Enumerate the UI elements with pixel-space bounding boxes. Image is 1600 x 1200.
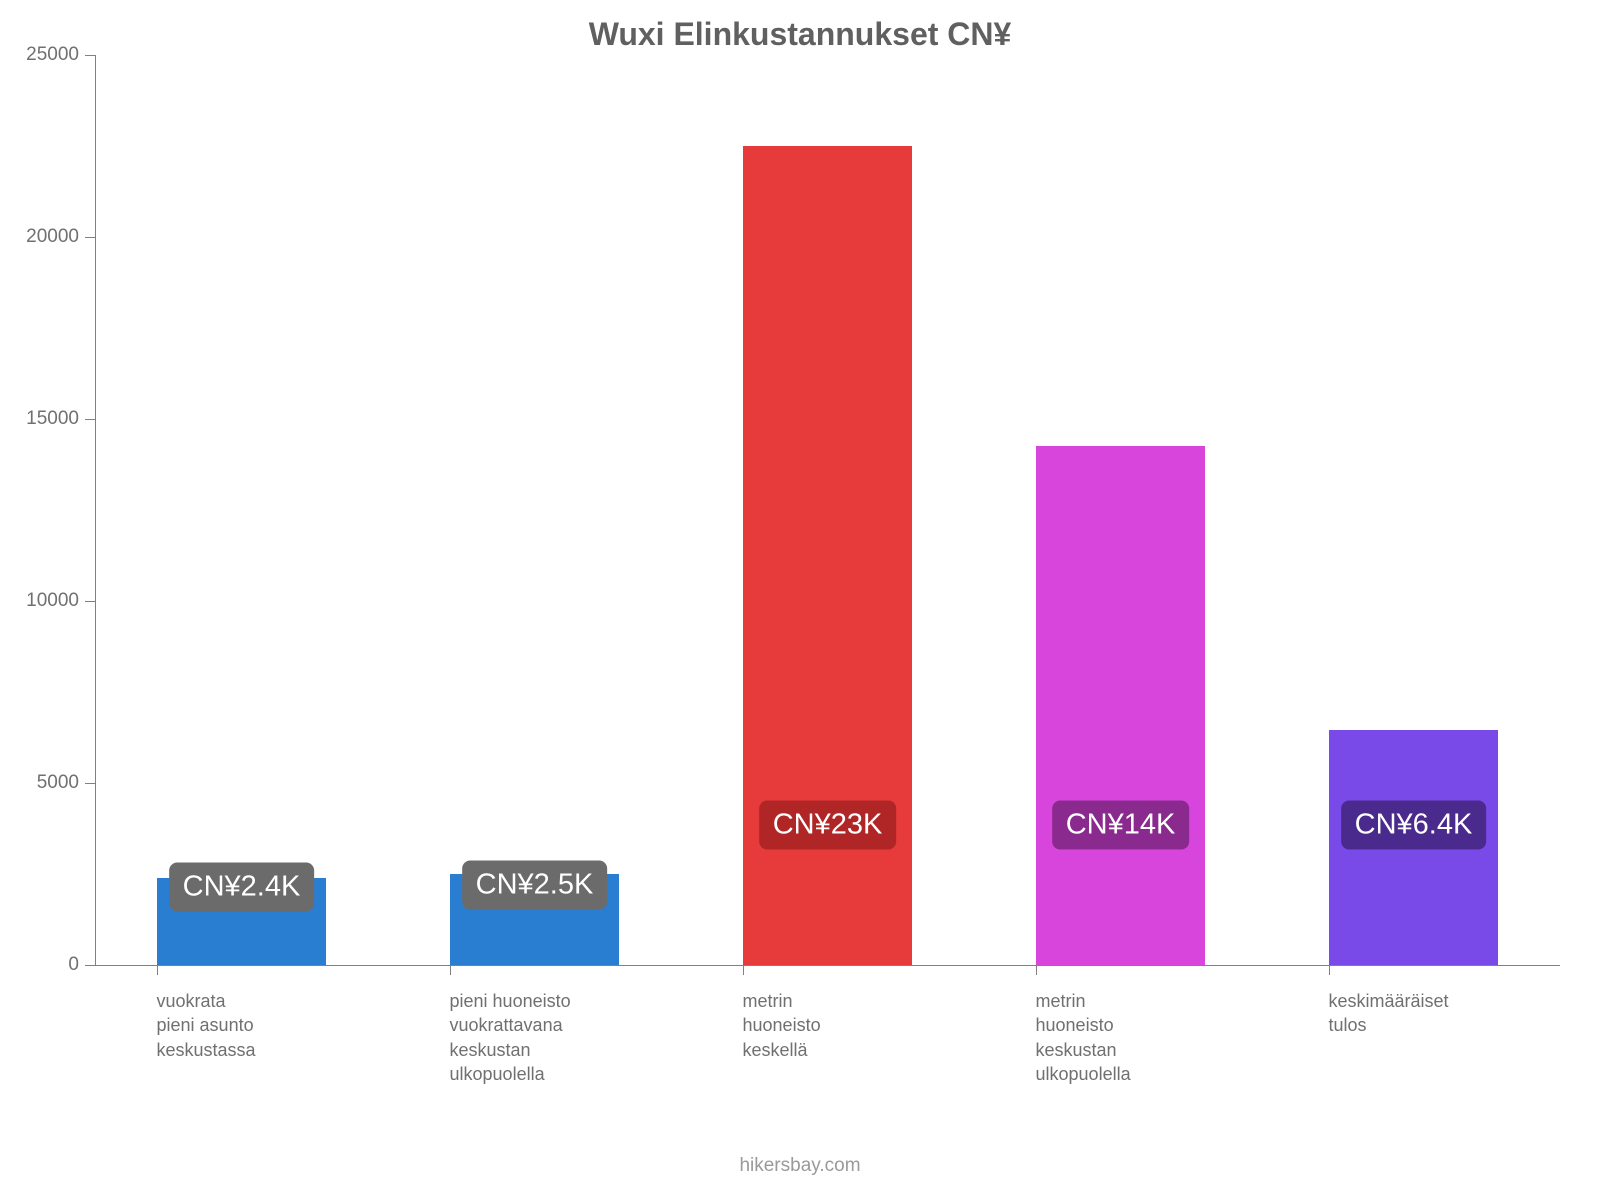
x-axis-label: pieni huoneistovuokrattavanakeskustanulk… [450,989,571,1086]
y-tick-label: 5000 [37,772,79,794]
x-axis-label-line: pieni asunto [157,1013,256,1037]
y-tick-mark [85,965,95,966]
y-tick-label: 10000 [26,590,79,612]
x-axis-label-line: vuokrattavana [450,1013,571,1037]
x-axis-label-line: metrin [743,989,821,1013]
value-badge: CN¥2.4K [169,862,315,911]
x-axis-label-line: keskustassa [157,1038,256,1062]
x-axis-label: vuokratapieni asuntokeskustassa [157,989,256,1062]
y-tick-label: 25000 [26,44,79,66]
x-axis-label-line: ulkopuolella [1036,1062,1131,1086]
x-axis-label-line: keskimääräiset [1329,989,1449,1013]
chart-footer: hikersbay.com [0,1155,1600,1177]
y-tick-mark [85,601,95,602]
x-tick-mark [743,965,744,975]
x-axis-label-line: ulkopuolella [450,1062,571,1086]
x-tick-mark [1036,965,1037,975]
x-axis-label: metrinhuoneistokeskustanulkopuolella [1036,989,1131,1086]
value-badge: CN¥14K [1052,801,1190,850]
value-badge: CN¥6.4K [1341,801,1487,850]
x-axis-label-line: metrin [1036,989,1131,1013]
x-axis-label-line: vuokrata [157,989,256,1013]
y-tick-mark [85,55,95,56]
value-badge: CN¥23K [759,801,897,850]
y-tick-label: 0 [68,954,79,976]
y-tick-mark [85,783,95,784]
x-axis-line [95,965,1560,966]
chart-title: Wuxi Elinkustannukset CN¥ [0,16,1600,53]
x-axis-label-line: keskustan [450,1038,571,1062]
x-axis-label-line: tulos [1329,1013,1449,1037]
x-axis-label: keskimääräisettulos [1329,989,1449,1038]
y-tick-mark [85,419,95,420]
x-tick-mark [157,965,158,975]
y-tick-mark [85,237,95,238]
y-axis-line [95,55,96,965]
x-axis-label-line: keskellä [743,1038,821,1062]
plot-area: 0500010000150002000025000CN¥2.4Kvuokrata… [95,55,1560,965]
y-tick-label: 15000 [26,408,79,430]
x-tick-mark [450,965,451,975]
x-axis-label-line: huoneisto [743,1013,821,1037]
chart-container: Wuxi Elinkustannukset CN¥ 05000100001500… [0,0,1600,1200]
x-axis-label: metrinhuoneistokeskellä [743,989,821,1062]
bar [1036,446,1206,965]
x-axis-label-line: keskustan [1036,1038,1131,1062]
x-axis-label-line: huoneisto [1036,1013,1131,1037]
y-tick-label: 20000 [26,226,79,248]
x-tick-mark [1329,965,1330,975]
x-axis-label-line: pieni huoneisto [450,989,571,1013]
value-badge: CN¥2.5K [462,860,608,909]
